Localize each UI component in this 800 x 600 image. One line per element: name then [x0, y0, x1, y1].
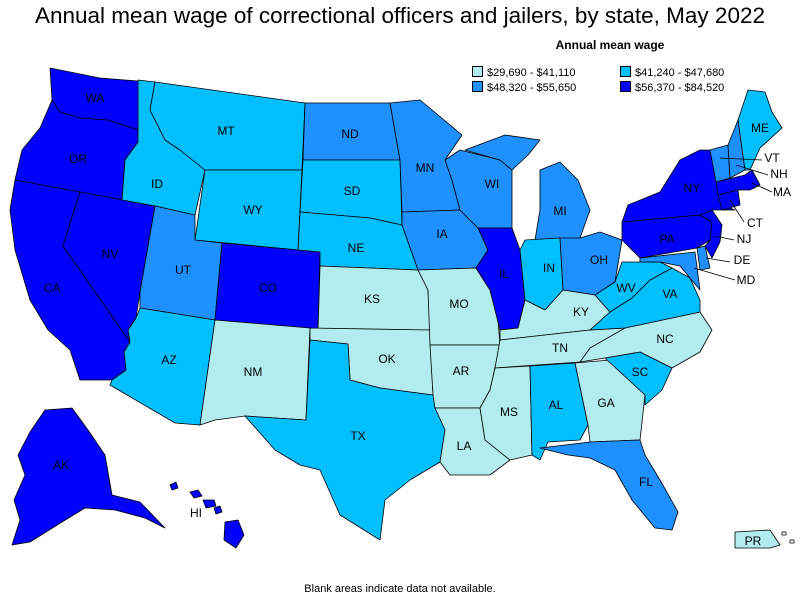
state-label-ma: MA — [773, 185, 791, 199]
state-label-sd: SD — [344, 184, 361, 198]
state-label-hi: HI — [190, 506, 202, 520]
state-label-nc: NC — [656, 332, 674, 346]
state-nj[interactable] — [699, 209, 723, 259]
state-label-wi: WI — [485, 177, 500, 191]
state-label-tn: TN — [552, 341, 568, 355]
state-label-ny: NY — [684, 181, 701, 195]
state-label-oh: OH — [590, 253, 608, 267]
state-label-fl: FL — [639, 475, 653, 489]
state-label-pa: PA — [659, 232, 674, 246]
state-label-me: ME — [751, 121, 769, 135]
state-de[interactable] — [696, 245, 711, 271]
state-label-ky: KY — [573, 305, 589, 319]
legend-swatch — [620, 66, 631, 77]
state-label-mo: MO — [449, 297, 468, 311]
state-label-ia: IA — [436, 227, 447, 241]
us-virgin-islands — [781, 531, 795, 544]
map-title: Annual mean wage of correctional officer… — [35, 3, 765, 28]
state-label-nm: NM — [244, 365, 263, 379]
state-pr[interactable] — [734, 529, 781, 549]
state-label-vt: VT — [764, 151, 780, 165]
state-label-ut: UT — [175, 263, 192, 277]
leader-lines — [693, 157, 773, 281]
state-label-sc: SC — [632, 365, 649, 379]
state-label-de: DE — [734, 253, 751, 267]
legend-label: $56,370 - $84,520 — [635, 82, 725, 94]
state-label-ak: AK — [53, 458, 69, 472]
state-me[interactable] — [737, 89, 783, 171]
state-label-la: LA — [457, 439, 472, 453]
state-wv[interactable] — [594, 261, 673, 313]
state-label-il: IL — [499, 267, 509, 281]
state-ma[interactable] — [715, 169, 761, 196]
legend-label: $29,690 - $41,110 — [487, 67, 576, 79]
state-mi[interactable] — [464, 134, 591, 241]
state-label-tx: TX — [350, 429, 365, 443]
legend-label: $48,320 - $55,650 — [487, 82, 577, 94]
state-label-nh: NH — [770, 167, 787, 181]
state-labels: WA OR CA NV ID MT WY UT AZ CO NM ND SD NE KS OK TX MN IA MO… — [44, 91, 791, 548]
state-fl[interactable] — [539, 439, 679, 531]
state-ak[interactable] — [11, 407, 166, 546]
state-label-al: AL — [549, 398, 564, 412]
state-label-in: IN — [543, 261, 555, 275]
state-label-pr: PR — [745, 534, 762, 548]
state-label-ok: OK — [378, 352, 395, 366]
legend-item-bin-2: $41,240 - $47,680 — [620, 66, 724, 80]
state-label-id: ID — [151, 177, 163, 191]
state-label-wa: WA — [86, 91, 105, 105]
legend-item-bin-1: $29,690 - $41,110 — [472, 66, 575, 80]
legend-item-bin-4: $56,370 - $84,520 — [620, 81, 724, 95]
state-label-mi: MI — [553, 204, 566, 218]
state-label-nv: NV — [102, 247, 119, 261]
state-label-az: AZ — [161, 353, 176, 367]
footnote: Blank areas indicate data not available. — [304, 583, 496, 595]
legend-swatch — [620, 81, 631, 92]
state-label-or: OR — [69, 152, 87, 166]
state-label-ct: CT — [747, 216, 764, 230]
state-hi[interactable] — [169, 481, 245, 549]
state-label-ca: CA — [44, 281, 61, 295]
legend-item-bin-3: $48,320 - $55,650 — [472, 81, 576, 95]
state-label-wv: WV — [616, 281, 635, 295]
state-tx[interactable] — [244, 339, 446, 541]
state-label-wy: WY — [243, 203, 262, 217]
state-label-ms: MS — [500, 405, 518, 419]
legend-swatch — [472, 81, 483, 92]
state-md[interactable] — [639, 251, 701, 291]
state-label-mt: MT — [217, 124, 235, 138]
state-label-md: MD — [737, 273, 756, 287]
legend-label: $41,240 - $47,680 — [635, 67, 725, 79]
state-label-co: CO — [259, 281, 277, 295]
state-label-ne: NE — [348, 241, 365, 255]
state-label-ga: GA — [597, 396, 614, 410]
legend-title: Annual mean wage — [555, 38, 665, 52]
state-label-nd: ND — [341, 127, 359, 141]
state-label-nj: NJ — [737, 232, 752, 246]
state-label-ar: AR — [453, 364, 470, 378]
legend-swatch — [472, 66, 483, 77]
state-label-ks: KS — [364, 292, 380, 306]
state-label-va: VA — [662, 287, 677, 301]
state-label-mn: MN — [416, 161, 435, 175]
